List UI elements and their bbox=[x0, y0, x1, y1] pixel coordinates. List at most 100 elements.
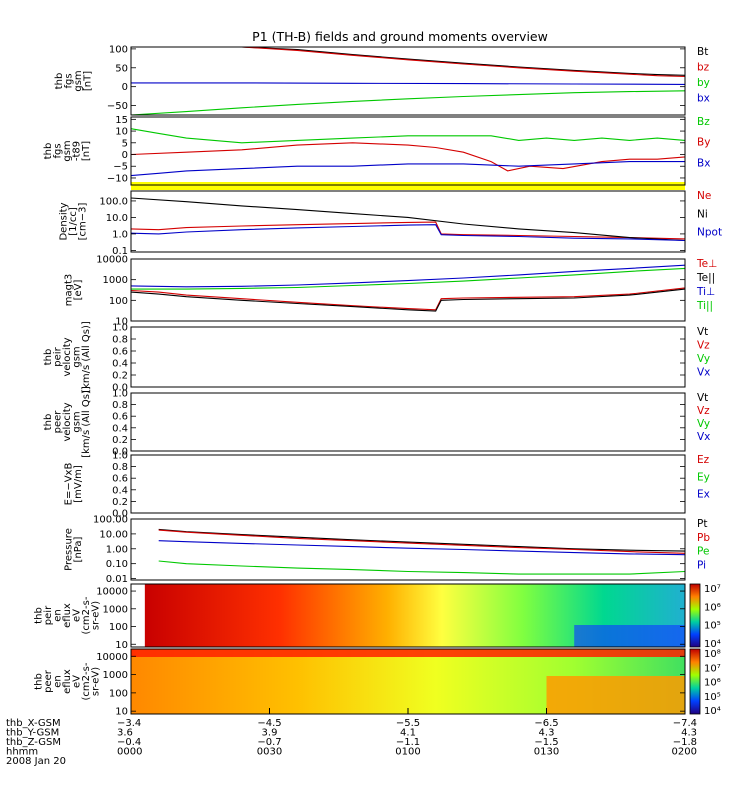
axis-row-value: −4.5 bbox=[257, 718, 281, 729]
axis-row-value: 4.3 bbox=[539, 728, 555, 739]
colorbar-tick: 10⁸ bbox=[704, 649, 721, 660]
legend-entry: Npot bbox=[697, 227, 722, 239]
legend-entry: Pi bbox=[697, 559, 706, 571]
axis-row-value: −7.4 bbox=[673, 718, 697, 729]
axis-row-label: hhmm bbox=[6, 747, 38, 758]
y-tick-label: 10000 bbox=[96, 255, 128, 266]
y-tick-label: 0.4 bbox=[112, 423, 128, 434]
y-axis-label: eflux bbox=[62, 669, 73, 694]
legend-entry: Te⊥ bbox=[696, 258, 717, 270]
legend-entry: Ne bbox=[697, 190, 711, 202]
y-tick-label: 0 bbox=[122, 82, 128, 93]
y-tick-label: 0.0 bbox=[112, 509, 128, 520]
y-axis-label: sr-eV) bbox=[91, 601, 102, 630]
panel-frame bbox=[130, 518, 686, 581]
y-tick-label: 10 bbox=[115, 317, 128, 328]
y-tick-label: −10 bbox=[107, 173, 128, 184]
axis-row-value: −6.5 bbox=[534, 718, 558, 729]
y-tick-label: 1000 bbox=[103, 275, 128, 286]
colorbar-tick: 10⁷ bbox=[704, 663, 721, 674]
axis-row-value: 0200 bbox=[672, 747, 697, 758]
spectrogram-high-band bbox=[131, 649, 685, 657]
series-line bbox=[130, 287, 686, 311]
y-axis-label: gsm bbox=[62, 140, 73, 161]
panel-p4: Te⊥ Te|| Ti⊥ Ti|| 10000 1000 100 10 magt3[eV] bbox=[63, 255, 717, 328]
axis-row-value: −0.4 bbox=[117, 737, 141, 748]
y-axis-label: velocity bbox=[62, 337, 73, 376]
y-axis-label: gsm bbox=[73, 70, 84, 91]
y-axis-label: [km/s (All Qs)] bbox=[81, 321, 92, 393]
y-axis-label: [eV] bbox=[73, 280, 84, 301]
legend-entry: Vt bbox=[697, 326, 708, 338]
series-line bbox=[130, 221, 686, 240]
axis-date: 2008 Jan 20 bbox=[6, 756, 66, 767]
y-tick-label: 10000 bbox=[96, 587, 128, 598]
legend-entry: Ti|| bbox=[696, 300, 713, 312]
y-axis-label: Density bbox=[59, 202, 70, 240]
legend-entry: Vx bbox=[697, 367, 710, 379]
y-axis-label: (cm2-s- bbox=[81, 662, 92, 700]
panel-frame bbox=[130, 583, 686, 648]
y-axis-label: thb bbox=[34, 673, 45, 690]
y-tick-label: 1.00 bbox=[106, 544, 128, 555]
axis-row-value: 4.3 bbox=[681, 728, 697, 739]
y-tick-label: 100 bbox=[109, 296, 128, 307]
y-axis-label: [cm−3] bbox=[78, 203, 89, 241]
colorbar-tick: 10⁵ bbox=[704, 621, 721, 632]
panel-p3: Ne Ni Npot 100.0 10.0 1.0 0.1 Density[1/cc][cm−… bbox=[59, 190, 723, 257]
legend-entry: By bbox=[697, 137, 710, 149]
legend-entry: Ey bbox=[697, 471, 710, 483]
y-tick-label: 1.0 bbox=[112, 451, 128, 462]
y-axis-label: thb bbox=[43, 349, 54, 366]
colorbar-tick: 10⁴ bbox=[704, 639, 721, 650]
legend-entry: Vx bbox=[697, 431, 710, 443]
colorbar-tick: 10⁴ bbox=[704, 706, 721, 717]
y-axis-label: eflux bbox=[62, 603, 73, 628]
y-tick-label: 1.0 bbox=[112, 229, 128, 240]
legend-entry: Vz bbox=[697, 405, 710, 417]
y-tick-label: 15 bbox=[115, 115, 128, 126]
legend-entry: Bt bbox=[697, 46, 708, 58]
axis-row-value: 3.9 bbox=[262, 728, 278, 739]
y-tick-label: 100.00 bbox=[93, 515, 128, 526]
y-tick-label: 100 bbox=[109, 622, 128, 633]
panel-p10: 10⁸ 10⁷ 10⁶ 10⁵ 10⁴ 10000 1000 100 10 thbpeerenef… bbox=[34, 648, 721, 718]
y-axis-label: eV bbox=[72, 675, 83, 688]
series-line bbox=[158, 529, 686, 554]
y-axis-label: [1/cc] bbox=[68, 207, 79, 236]
legend-entry: Vy bbox=[697, 353, 710, 365]
y-tick-label: 0.4 bbox=[112, 359, 128, 370]
y-axis-label: magt3 bbox=[63, 274, 74, 307]
y-tick-label: 0.2 bbox=[112, 497, 128, 508]
y-axis-label: thb bbox=[43, 414, 54, 431]
axis-row-value: 0030 bbox=[257, 747, 282, 758]
series-line bbox=[158, 540, 686, 556]
series-line bbox=[130, 264, 686, 288]
y-axis-label: peer bbox=[43, 669, 54, 693]
y-tick-label: 0.2 bbox=[112, 371, 128, 382]
y-axis-label: [nPa] bbox=[73, 536, 84, 562]
legend-entry: bx bbox=[697, 93, 710, 105]
colorbar-p9 bbox=[689, 583, 701, 648]
axis-row-label: thb_Z-GSM bbox=[6, 737, 61, 748]
spectrogram-low-band bbox=[574, 625, 685, 647]
legend-entry: Pe bbox=[697, 546, 709, 558]
panel-frame bbox=[130, 46, 686, 116]
y-tick-label: 5 bbox=[122, 138, 128, 149]
axis-row-value: 0000 bbox=[117, 747, 142, 758]
legend-entry: Bz bbox=[697, 116, 710, 128]
y-axis-label: thb bbox=[54, 73, 65, 90]
y-axis-label: peir bbox=[53, 346, 64, 366]
y-tick-label: 0.1 bbox=[112, 246, 128, 257]
y-tick-label: 10 bbox=[115, 640, 128, 651]
y-tick-label: 0.6 bbox=[112, 347, 128, 358]
axis-row-value: −0.7 bbox=[257, 737, 281, 748]
series-line bbox=[130, 161, 685, 177]
colorbar-tick: 10⁶ bbox=[704, 602, 721, 613]
y-axis-label: Pressure bbox=[63, 528, 74, 571]
y-axis-label: fgs bbox=[63, 73, 74, 88]
y-axis-label: fgs bbox=[53, 143, 64, 158]
series-line bbox=[131, 82, 686, 85]
